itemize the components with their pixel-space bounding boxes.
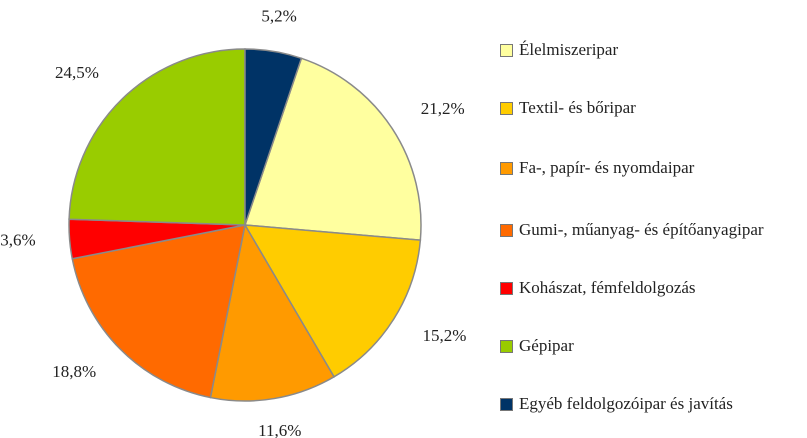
pie-slice bbox=[71, 224, 246, 399]
pie-slice bbox=[68, 48, 246, 226]
legend-item: Fa-, papír- és nyomdaipar bbox=[500, 152, 800, 184]
pie-slice bbox=[244, 48, 303, 226]
legend-item: Textil- és bőripar bbox=[500, 92, 800, 124]
pie-slice bbox=[243, 57, 422, 241]
data-label: 21,2% bbox=[421, 99, 465, 118]
data-label: 5,2% bbox=[261, 7, 296, 26]
data-label: 15,2% bbox=[423, 326, 467, 345]
data-label: 11,6% bbox=[258, 421, 301, 438]
legend-swatch bbox=[500, 398, 513, 411]
data-label: 24,5% bbox=[55, 63, 99, 82]
legend-swatch bbox=[500, 340, 513, 353]
pie-slice bbox=[243, 224, 422, 378]
legend-swatch bbox=[500, 44, 513, 57]
pie-area: 21,2% 15,2% 11,6% 18,8% 3,6% 24,5% 5,2% bbox=[0, 7, 467, 438]
legend-label: Textil- és bőripar bbox=[519, 98, 636, 117]
pie-slice bbox=[209, 222, 336, 402]
legend-item: Egyéb feldolgozóipar és javítás bbox=[500, 388, 800, 420]
legend-swatch bbox=[500, 102, 513, 115]
legend-item: Élelmiszeripar bbox=[500, 34, 800, 66]
legend-label: Gépipar bbox=[519, 336, 574, 355]
legend-item: Gépipar bbox=[500, 330, 800, 362]
legend-label: Egyéb feldolgozóipar és javítás bbox=[519, 394, 733, 413]
legend-item: Kohászat, fémfeldolgozás bbox=[500, 272, 800, 304]
legend-item: Gumi-, műanyag- és építőanyagipar bbox=[500, 214, 800, 246]
legend-label: Gumi-, műanyag- és építőanyagipar bbox=[519, 220, 764, 239]
legend-swatch bbox=[500, 282, 513, 295]
legend-label: Kohászat, fémfeldolgozás bbox=[519, 278, 696, 297]
data-label: 18,8% bbox=[52, 362, 96, 381]
legend-label: Fa-, papír- és nyomdaipar bbox=[519, 158, 695, 177]
legend-swatch bbox=[500, 224, 513, 237]
legend-label: Élelmiszeripar bbox=[519, 40, 619, 59]
data-label: 3,6% bbox=[0, 231, 35, 250]
legend-swatch bbox=[500, 162, 513, 175]
